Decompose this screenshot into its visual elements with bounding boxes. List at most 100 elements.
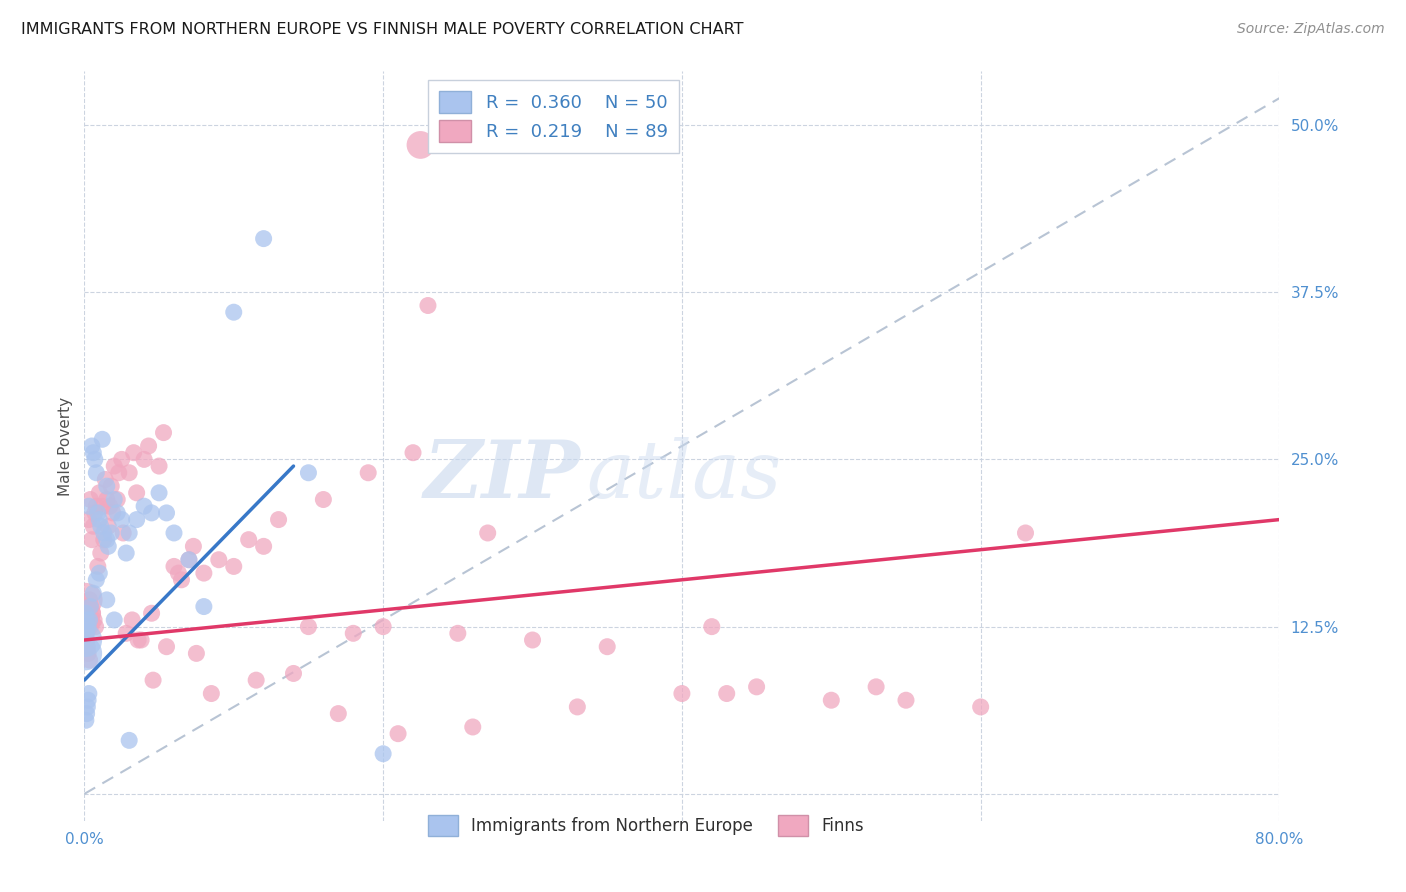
- Point: [111, 452, 134, 467]
- Point: [103, 492, 125, 507]
- Point: [312, 492, 335, 507]
- Point: [283, 666, 305, 681]
- Point: [129, 633, 152, 648]
- Point: [122, 446, 145, 460]
- Point: [716, 687, 738, 701]
- Point: [91, 500, 114, 514]
- Point: [94, 473, 117, 487]
- Point: [100, 526, 122, 541]
- Y-axis label: Male Poverty: Male Poverty: [58, 396, 73, 496]
- Point: [76, 699, 98, 714]
- Point: [148, 485, 170, 500]
- Point: [357, 466, 380, 480]
- Point: [86, 466, 108, 480]
- Point: [86, 573, 108, 587]
- Point: [96, 479, 118, 493]
- Point: [79, 613, 101, 627]
- Point: [200, 687, 222, 701]
- Point: [75, 607, 97, 621]
- Point: [77, 619, 100, 633]
- Point: [183, 539, 205, 553]
- Point: [671, 687, 693, 701]
- Point: [297, 619, 319, 633]
- Point: [970, 699, 993, 714]
- Point: [461, 720, 484, 734]
- Point: [79, 592, 101, 607]
- Point: [409, 138, 432, 153]
- Point: [522, 633, 544, 648]
- Point: [193, 566, 215, 581]
- Point: [75, 646, 97, 660]
- Point: [447, 626, 470, 640]
- Point: [596, 640, 619, 654]
- Point: [83, 452, 105, 467]
- Point: [87, 506, 110, 520]
- Point: [118, 466, 141, 480]
- Point: [77, 693, 100, 707]
- Point: [253, 539, 276, 553]
- Point: [89, 512, 111, 526]
- Point: [177, 552, 200, 567]
- Point: [97, 519, 120, 533]
- Point: [328, 706, 350, 721]
- Point: [118, 733, 141, 747]
- Point: [80, 533, 103, 547]
- Point: [138, 439, 160, 453]
- Point: [97, 539, 120, 553]
- Point: [121, 613, 143, 627]
- Point: [745, 680, 768, 694]
- Point: [82, 446, 104, 460]
- Point: [820, 693, 842, 707]
- Point: [373, 619, 395, 633]
- Point: [93, 526, 115, 541]
- Point: [186, 646, 208, 660]
- Point: [170, 573, 193, 587]
- Point: [416, 299, 439, 313]
- Point: [96, 492, 118, 507]
- Point: [75, 607, 97, 621]
- Point: [163, 526, 186, 541]
- Point: [477, 526, 499, 541]
- Point: [101, 506, 124, 520]
- Point: [93, 533, 115, 547]
- Point: [125, 485, 148, 500]
- Point: [89, 485, 111, 500]
- Point: [387, 726, 409, 740]
- Point: [86, 500, 108, 514]
- Point: [83, 506, 105, 520]
- Point: [75, 615, 97, 630]
- Text: IMMIGRANTS FROM NORTHERN EUROPE VS FINNISH MALE POVERTY CORRELATION CHART: IMMIGRANTS FROM NORTHERN EUROPE VS FINNI…: [21, 22, 744, 37]
- Text: ZIP: ZIP: [423, 437, 581, 515]
- Point: [79, 653, 101, 667]
- Point: [167, 566, 190, 581]
- Point: [105, 506, 128, 520]
- Point: [105, 492, 128, 507]
- Point: [177, 552, 200, 567]
- Point: [80, 439, 103, 453]
- Point: [222, 305, 245, 319]
- Point: [152, 425, 174, 440]
- Point: [76, 626, 98, 640]
- Point: [82, 519, 104, 533]
- Point: [89, 566, 111, 581]
- Point: [91, 433, 114, 447]
- Point: [77, 512, 100, 526]
- Point: [245, 673, 267, 688]
- Point: [142, 673, 165, 688]
- Point: [155, 506, 177, 520]
- Point: [125, 512, 148, 526]
- Point: [87, 559, 110, 574]
- Point: [79, 599, 101, 614]
- Point: [402, 446, 425, 460]
- Point: [118, 526, 141, 541]
- Point: [297, 466, 319, 480]
- Point: [132, 500, 156, 514]
- Point: [76, 640, 98, 654]
- Point: [253, 232, 276, 246]
- Point: [75, 592, 97, 607]
- Point: [84, 619, 107, 633]
- Point: [115, 546, 138, 560]
- Point: [132, 452, 156, 467]
- Point: [80, 599, 103, 614]
- Point: [148, 459, 170, 474]
